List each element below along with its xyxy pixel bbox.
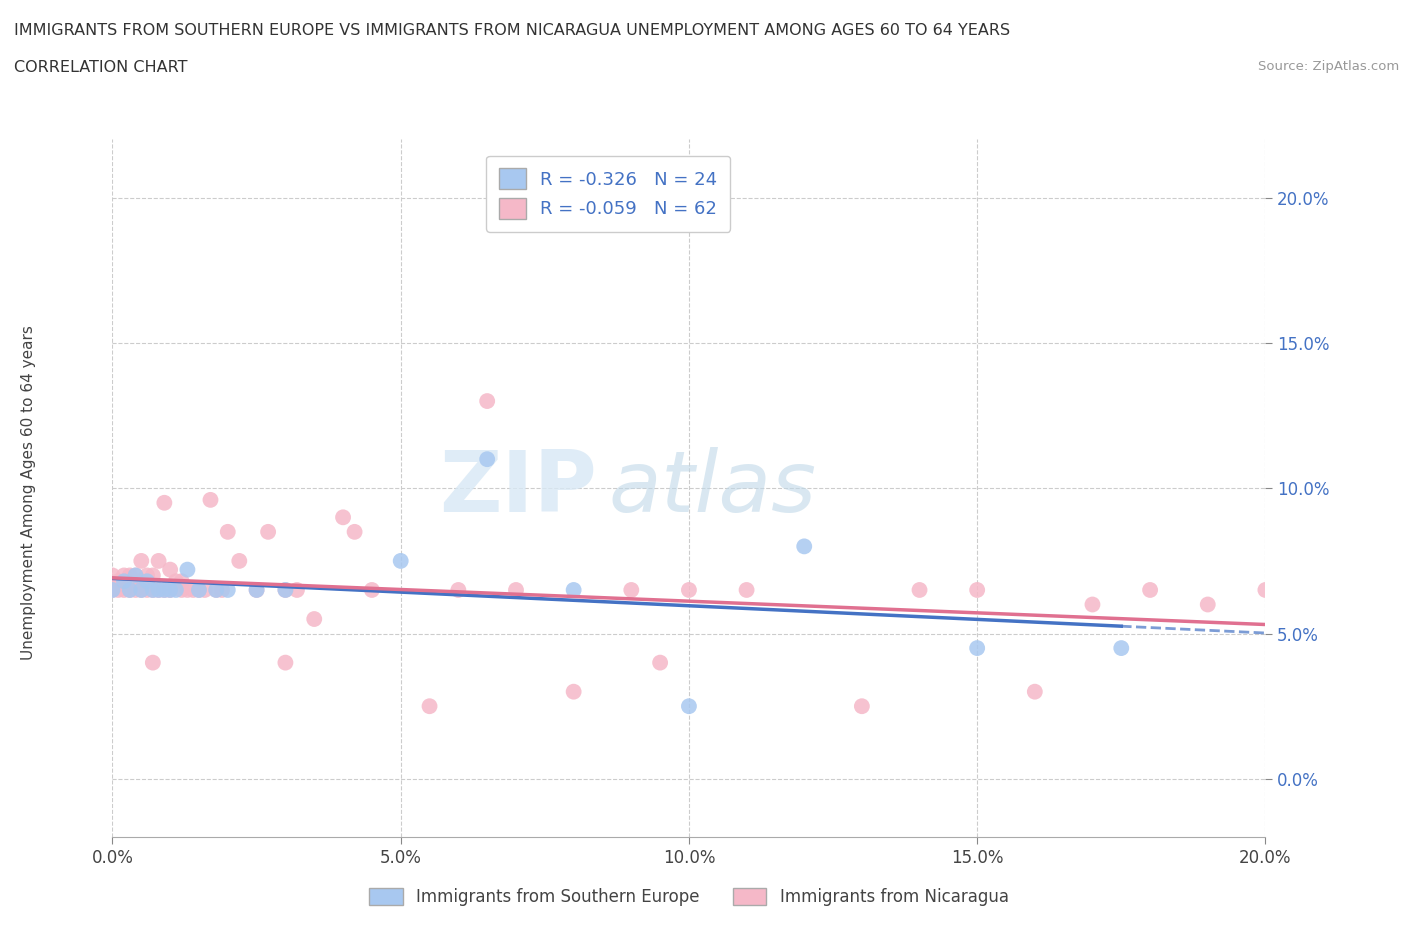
Point bbox=[360, 582, 382, 597]
Point bbox=[142, 568, 165, 583]
Point bbox=[170, 574, 193, 589]
Point bbox=[136, 568, 159, 583]
Point bbox=[129, 553, 153, 568]
Point bbox=[129, 582, 153, 597]
Point bbox=[112, 574, 135, 589]
Point bbox=[475, 393, 498, 408]
Point bbox=[124, 568, 146, 583]
Point bbox=[908, 582, 931, 597]
Point bbox=[159, 562, 181, 577]
Point bbox=[332, 510, 354, 525]
Point bbox=[1254, 582, 1277, 597]
Point bbox=[107, 574, 129, 589]
Point bbox=[200, 493, 222, 508]
Point bbox=[165, 582, 187, 597]
Point bbox=[966, 582, 988, 597]
Point bbox=[1024, 684, 1046, 699]
Point bbox=[176, 562, 198, 577]
Point bbox=[188, 582, 211, 597]
Text: atlas: atlas bbox=[609, 446, 817, 530]
Point bbox=[245, 582, 267, 597]
Point bbox=[153, 582, 176, 597]
Point bbox=[678, 582, 700, 597]
Point bbox=[142, 655, 165, 670]
Legend: R = -0.326   N = 24, R = -0.059   N = 62: R = -0.326 N = 24, R = -0.059 N = 62 bbox=[486, 155, 730, 232]
Point bbox=[148, 553, 170, 568]
Text: CORRELATION CHART: CORRELATION CHART bbox=[14, 60, 187, 75]
Point bbox=[124, 582, 146, 597]
Point bbox=[1139, 582, 1161, 597]
Point bbox=[205, 582, 228, 597]
Point bbox=[112, 568, 135, 583]
Text: Source: ZipAtlas.com: Source: ZipAtlas.com bbox=[1258, 60, 1399, 73]
Point bbox=[217, 525, 239, 539]
Point bbox=[678, 698, 700, 713]
Point bbox=[153, 582, 176, 597]
Point bbox=[620, 582, 643, 597]
Point bbox=[101, 582, 124, 597]
Point bbox=[148, 582, 170, 597]
Text: ZIP: ZIP bbox=[439, 446, 596, 530]
Point bbox=[194, 582, 217, 597]
Point bbox=[562, 684, 585, 699]
Point bbox=[505, 582, 527, 597]
Point bbox=[124, 568, 146, 583]
Point bbox=[274, 655, 297, 670]
Point bbox=[170, 582, 193, 597]
Point bbox=[153, 496, 176, 511]
Point bbox=[107, 582, 129, 597]
Legend: Immigrants from Southern Europe, Immigrants from Nicaragua: Immigrants from Southern Europe, Immigra… bbox=[363, 881, 1015, 912]
Point bbox=[136, 582, 159, 597]
Point bbox=[245, 582, 267, 597]
Point bbox=[176, 582, 198, 597]
Point bbox=[136, 574, 159, 589]
Point bbox=[211, 582, 233, 597]
Point bbox=[1081, 597, 1104, 612]
Point bbox=[112, 582, 135, 597]
Point bbox=[101, 568, 124, 583]
Point bbox=[304, 612, 326, 627]
Text: IMMIGRANTS FROM SOUTHERN EUROPE VS IMMIGRANTS FROM NICARAGUA UNEMPLOYMENT AMONG : IMMIGRANTS FROM SOUTHERN EUROPE VS IMMIG… bbox=[14, 23, 1010, 38]
Point bbox=[118, 568, 141, 583]
Point bbox=[274, 582, 297, 597]
Point bbox=[966, 641, 988, 656]
Point bbox=[165, 574, 187, 589]
Point bbox=[419, 698, 441, 713]
Point bbox=[851, 698, 873, 713]
Point bbox=[447, 582, 470, 597]
Text: Unemployment Among Ages 60 to 64 years: Unemployment Among Ages 60 to 64 years bbox=[21, 326, 35, 660]
Point bbox=[274, 582, 297, 597]
Point bbox=[129, 582, 153, 597]
Point bbox=[181, 582, 204, 597]
Point bbox=[188, 582, 211, 597]
Point bbox=[475, 452, 498, 467]
Point bbox=[159, 582, 181, 597]
Point bbox=[1111, 641, 1133, 656]
Point bbox=[735, 582, 758, 597]
Point bbox=[562, 582, 585, 597]
Point bbox=[159, 582, 181, 597]
Point bbox=[205, 582, 228, 597]
Point bbox=[285, 582, 308, 597]
Point bbox=[118, 582, 141, 597]
Point bbox=[142, 582, 165, 597]
Point bbox=[101, 582, 124, 597]
Point bbox=[648, 655, 672, 670]
Point bbox=[118, 582, 141, 597]
Point bbox=[389, 553, 412, 568]
Point bbox=[343, 525, 366, 539]
Point bbox=[793, 539, 815, 554]
Point bbox=[257, 525, 280, 539]
Point bbox=[129, 574, 153, 589]
Point bbox=[148, 582, 170, 597]
Point bbox=[228, 553, 250, 568]
Point bbox=[217, 582, 239, 597]
Point bbox=[1197, 597, 1219, 612]
Point bbox=[142, 582, 165, 597]
